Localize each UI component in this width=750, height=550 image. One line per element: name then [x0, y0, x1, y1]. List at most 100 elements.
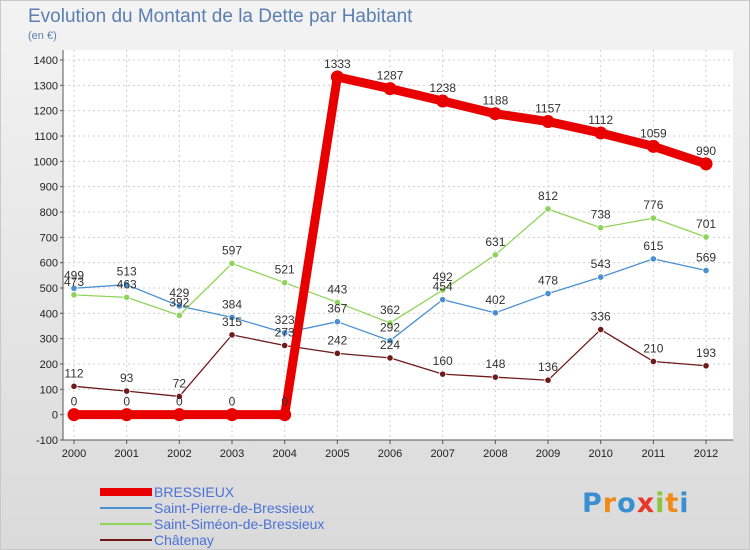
legend-item-saint-simeon: Saint-Siméon-de-Bressieux — [100, 516, 324, 532]
y-tick-label: 400 — [40, 308, 58, 320]
x-tick-label: 2000 — [62, 448, 86, 460]
data-label: 0 — [176, 395, 183, 409]
data-point — [172, 408, 186, 422]
data-label: 429 — [169, 286, 189, 300]
data-label: 367 — [327, 302, 347, 316]
logo-letter: x — [636, 488, 656, 519]
data-point — [281, 329, 289, 337]
data-point — [541, 115, 555, 129]
data-label: 1188 — [482, 94, 508, 108]
data-label: 990 — [696, 144, 716, 158]
data-point — [439, 286, 447, 294]
y-tick-label: 1000 — [34, 156, 58, 168]
data-point — [333, 298, 341, 307]
data-label: 402 — [485, 293, 505, 307]
data-point — [333, 318, 341, 326]
data-label: 597 — [222, 243, 242, 257]
legend: BRESSIEUX Saint-Pierre-de-Bressieux Sain… — [100, 484, 324, 548]
data-point — [70, 291, 78, 299]
chart-title: Evolution du Montant de la Dette par Hab… — [28, 6, 413, 27]
logo-letter: r — [602, 488, 618, 519]
data-point — [649, 255, 657, 263]
y-tick-label: 300 — [40, 334, 58, 346]
data-point — [491, 373, 499, 381]
x-tick-label: 2010 — [588, 448, 612, 460]
data-point — [333, 349, 341, 357]
data-point — [123, 387, 131, 395]
x-tick-label: 2003 — [220, 448, 244, 460]
data-point — [281, 341, 289, 350]
legend-item-bressieux: BRESSIEUX — [100, 484, 324, 500]
chart-subtitle: (en €) — [28, 30, 57, 42]
data-label: 1059 — [640, 126, 667, 140]
data-point — [488, 107, 502, 121]
y-tick-label: 600 — [40, 258, 58, 270]
data-point — [597, 273, 605, 281]
data-label: 0 — [229, 395, 236, 409]
data-label: 812 — [538, 189, 558, 203]
data-point — [383, 82, 397, 96]
legend-swatch — [100, 539, 152, 541]
data-label: 93 — [120, 371, 134, 385]
data-point — [278, 408, 292, 422]
data-label: 112 — [64, 366, 83, 380]
x-tick-label: 2009 — [536, 448, 560, 460]
data-point — [386, 354, 394, 362]
y-tick-label: 500 — [40, 283, 58, 295]
data-point — [225, 408, 239, 422]
data-point — [175, 302, 183, 310]
x-tick-label: 2008 — [483, 448, 507, 460]
data-point — [544, 376, 552, 384]
data-point — [436, 94, 450, 108]
data-label: 392 — [169, 295, 189, 309]
legend-swatch — [100, 488, 152, 496]
data-point — [281, 279, 289, 287]
data-point — [386, 319, 394, 327]
x-tick-label: 2007 — [430, 448, 454, 460]
data-label: 1238 — [429, 81, 456, 95]
data-label: 0 — [71, 395, 78, 409]
data-label: 1287 — [377, 69, 404, 83]
data-label: 569 — [696, 251, 716, 265]
data-point — [702, 362, 710, 370]
data-point — [544, 205, 552, 213]
data-label: 315 — [222, 315, 242, 329]
data-label: 543 — [591, 257, 611, 271]
y-tick-label: 1300 — [34, 80, 58, 92]
data-point — [228, 259, 236, 268]
data-label: 224 — [380, 338, 400, 352]
logo-letter: i — [655, 488, 666, 519]
data-label: 160 — [433, 354, 453, 368]
data-label: 362 — [380, 303, 400, 317]
data-label: 738 — [591, 208, 611, 222]
data-label: 210 — [643, 341, 663, 355]
data-point — [646, 139, 660, 153]
x-tick-label: 2002 — [167, 448, 191, 460]
legend-swatch — [100, 523, 152, 525]
data-label: 1157 — [535, 102, 561, 116]
logo-letter: t — [665, 488, 680, 519]
data-label: 521 — [275, 263, 295, 277]
data-label: 273 — [275, 326, 295, 340]
legend-swatch — [100, 507, 152, 509]
data-label: 443 — [327, 282, 347, 296]
y-tick-label: 1100 — [34, 131, 58, 143]
x-tick-label: 2011 — [642, 448, 666, 460]
data-label: 0 — [281, 395, 288, 409]
data-point — [330, 70, 344, 84]
data-label: 336 — [591, 310, 611, 324]
data-label: 323 — [275, 313, 295, 327]
data-point — [439, 296, 447, 304]
data-point — [649, 357, 657, 366]
data-label: 384 — [222, 297, 242, 311]
data-label: 615 — [643, 239, 663, 253]
data-label: 701 — [696, 217, 716, 231]
data-label: 242 — [327, 333, 347, 347]
y-tick-label: 900 — [40, 182, 58, 194]
data-point — [702, 233, 710, 241]
data-label: 478 — [538, 274, 558, 288]
x-tick-label: 2012 — [694, 448, 718, 460]
data-label: 473 — [64, 275, 84, 289]
data-point — [123, 293, 131, 301]
